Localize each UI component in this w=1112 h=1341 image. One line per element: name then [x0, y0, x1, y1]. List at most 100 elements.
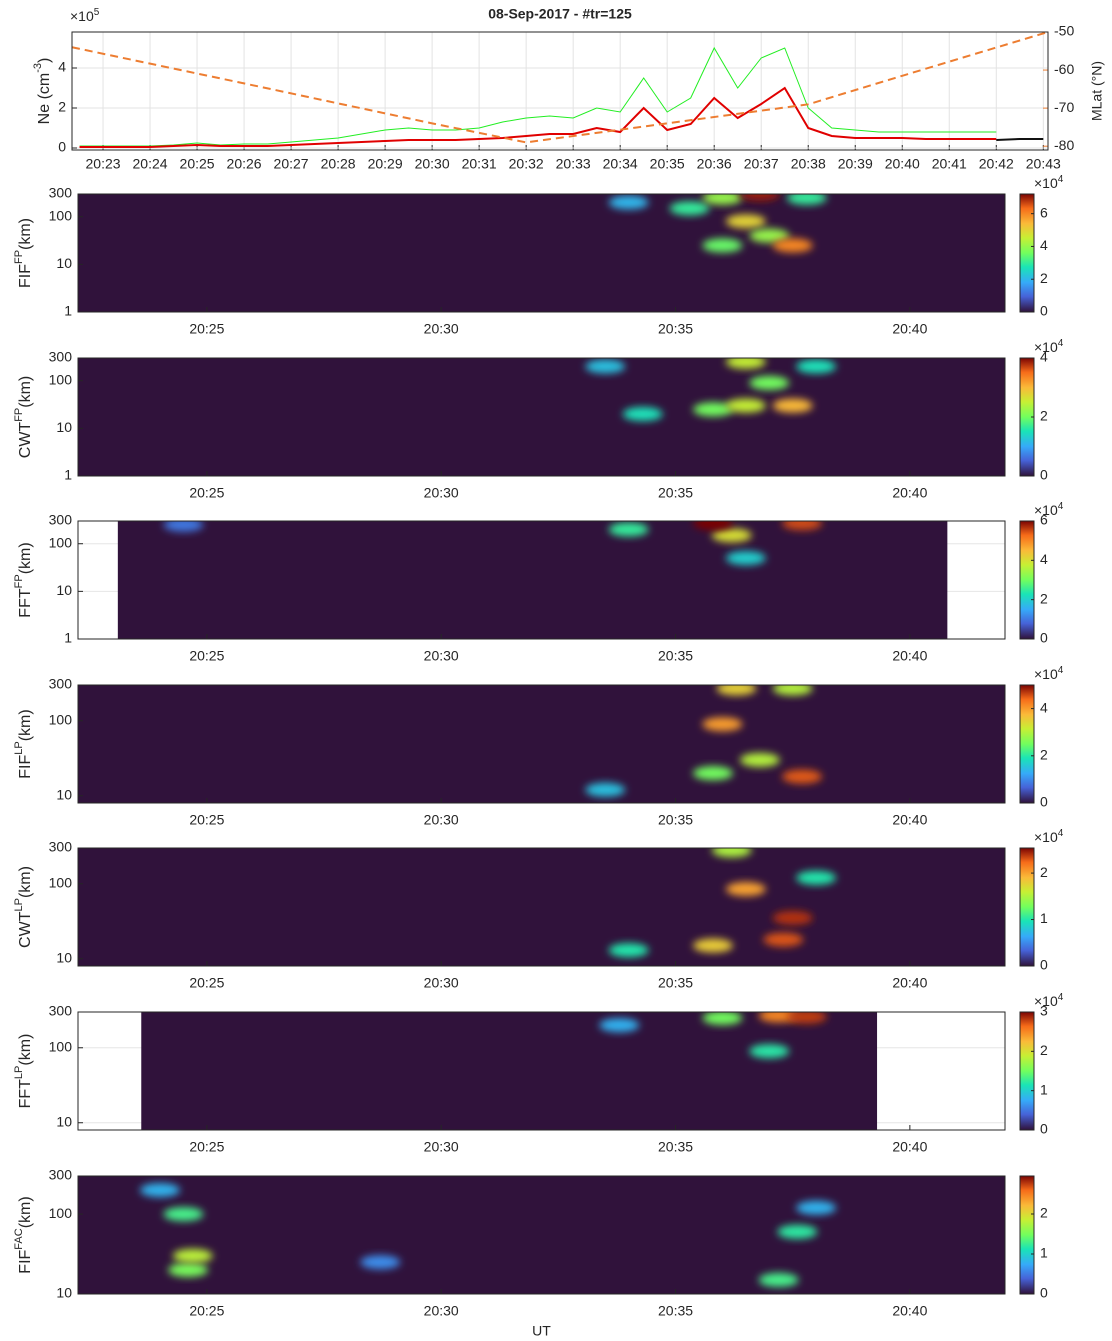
heat-spot — [599, 1018, 640, 1033]
x-tick-label: 20:38 — [791, 156, 826, 172]
heat-spot — [608, 195, 649, 210]
x-tick-label: 20:26 — [227, 156, 262, 172]
y-axis-label: FFTFP(km) — [13, 542, 34, 617]
y-tick-label: 300 — [49, 839, 73, 855]
heat-spot — [763, 932, 804, 947]
y-tick-label: 10 — [56, 949, 72, 965]
multiplier-exponent: 4 — [1058, 665, 1064, 676]
colorbar-tick-label: 2 — [1040, 1205, 1048, 1221]
heat-spot — [168, 1262, 209, 1277]
colorbar-tick-label: 0 — [1040, 303, 1048, 319]
heat-spot — [163, 521, 204, 532]
multiplier-exponent: 4 — [1058, 828, 1064, 839]
x-axis-label: UT — [532, 1323, 551, 1339]
x-tick-label: 20:40 — [885, 156, 920, 172]
heat-spot — [749, 1044, 790, 1059]
heat-spot — [772, 398, 813, 413]
x-tick-label: 20:24 — [133, 156, 168, 172]
colorbar-tick-label: 2 — [1040, 590, 1048, 606]
heatmap-background — [78, 848, 1005, 966]
multiplier-base: ×10 — [70, 8, 94, 24]
x-tick-label: 20:35 — [658, 975, 693, 991]
heat-spot — [608, 522, 649, 537]
hotspots — [608, 848, 837, 958]
colorbar — [1019, 193, 1035, 313]
y-axis-label: FFTLP(km) — [13, 1034, 34, 1109]
colorbar-tick-label: 4 — [1040, 349, 1048, 365]
colorbar-tick-label: 0 — [1040, 957, 1048, 973]
x-tick-label: 20:30 — [424, 1139, 459, 1155]
plot-frame — [77, 847, 1006, 967]
y-tick-label: 300 — [49, 676, 73, 692]
heat-spot — [782, 769, 823, 784]
x-tick-label: 20:34 — [603, 156, 638, 172]
y-label-text: FFT — [17, 1079, 34, 1109]
x-tick-label: 20:42 — [979, 156, 1014, 172]
y-tick-label: 300 — [49, 349, 73, 365]
multiplier-base: ×10 — [1034, 175, 1058, 191]
y2-tick-label: -70 — [1054, 99, 1074, 115]
y-label-unit: (km) — [17, 1196, 34, 1228]
y-tick-label: 300 — [49, 1003, 73, 1019]
multiplier-base: ×10 — [1034, 502, 1058, 518]
multiplier-exponent: 4 — [1058, 338, 1064, 349]
mlat-line — [71, 31, 1049, 144]
multiplier-exponent: 4 — [1058, 501, 1064, 512]
y-tick-label: 10 — [56, 582, 72, 598]
y-label-sup: LP — [13, 898, 25, 911]
heat-spot — [749, 375, 790, 390]
y-axis-label: FIFLP(km) — [13, 709, 34, 778]
heatmap-background — [78, 358, 1005, 476]
colorbar — [1019, 1011, 1035, 1131]
y-label-text: FIF — [17, 264, 34, 288]
colorbar-tick-label: 0 — [1040, 467, 1048, 483]
x-tick-label: 20:35 — [658, 1139, 693, 1155]
chart-title: 08-Sep-2017 - #tr=125 — [488, 6, 632, 22]
y-tick-label: 10 — [56, 786, 72, 802]
heat-spot — [796, 359, 837, 374]
x-tick-label: 20:39 — [838, 156, 873, 172]
x-tick-label: 20:35 — [658, 321, 693, 337]
plot-frame — [71, 31, 1049, 151]
y-label-sup: LP — [13, 741, 25, 754]
axis-multiplier: ×105 — [70, 7, 100, 24]
x-tick-label: 20:40 — [892, 321, 927, 337]
colorbar — [1019, 684, 1035, 804]
heatmap-background — [78, 685, 1005, 803]
y-label-sup: FP — [13, 408, 25, 422]
x-tick-label: 20:23 — [86, 156, 121, 172]
y-tick-label: 10 — [56, 255, 72, 271]
x-tick-label: 20:29 — [368, 156, 403, 172]
y-tick-label: 1 — [64, 303, 72, 319]
y-tick-label: 4 — [58, 59, 66, 75]
colorbar-tick-label: 4 — [1040, 551, 1048, 567]
y-tick-label: 10 — [56, 1113, 72, 1129]
y-axis-label: FIFFP(km) — [13, 218, 34, 288]
heat-spot — [163, 1207, 204, 1222]
colorbar — [1019, 847, 1035, 967]
y-tick-label: 100 — [49, 1205, 73, 1221]
hotspots — [599, 1012, 827, 1059]
y-label-text: Ne (cm — [36, 73, 53, 125]
y-label-sup: LP — [13, 1066, 25, 1079]
heatmap-background — [78, 1176, 1005, 1294]
x-tick-label: 20:28 — [321, 156, 356, 172]
y-label-unit: (km) — [17, 1034, 34, 1066]
y-label-text: CWT — [17, 422, 34, 459]
colorbar-tick-label: 6 — [1040, 204, 1048, 220]
axis-multiplier: ×104 — [1034, 338, 1064, 355]
x-tick-label: 20:35 — [658, 485, 693, 501]
colorbar-tick-label: 6 — [1040, 512, 1048, 528]
y-label-unit: (km) — [17, 376, 34, 408]
x-tick-label: 20:37 — [744, 156, 779, 172]
plot-frame — [77, 357, 1006, 477]
y-label-unit: (km) — [17, 866, 34, 898]
hotspots — [608, 194, 827, 253]
colorbar-tick-label: 2 — [1040, 864, 1048, 880]
heat-spot — [693, 938, 734, 953]
x-tick-label: 20:25 — [189, 1303, 224, 1319]
y-label-unit: (km) — [17, 218, 34, 250]
y-tick-label: 300 — [49, 512, 73, 528]
y-axis-label: FIFFAC(km) — [13, 1196, 34, 1273]
y-tick-label: 1 — [64, 630, 72, 646]
